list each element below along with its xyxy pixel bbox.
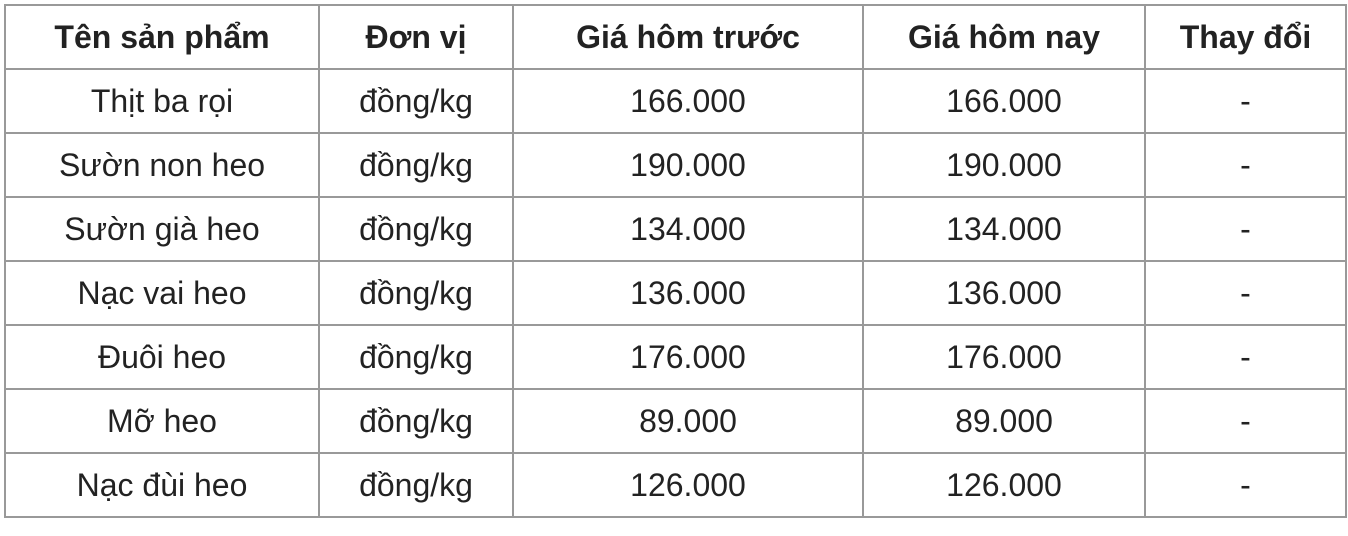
cell-change: - [1144, 324, 1347, 390]
cell-product-name: Mỡ heo [4, 388, 320, 454]
table-row: Sườn non heo đồng/kg 190.000 190.000- [4, 132, 1347, 198]
cell-previous-price: 126.000 [512, 452, 864, 518]
cell-change: - [1144, 68, 1347, 134]
cell-previous-price: 89.000 [512, 388, 864, 454]
cell-current-price: 190.000 [862, 132, 1146, 198]
cell-unit: đồng/kg [318, 388, 514, 454]
header-product-name: Tên sản phẩm [4, 4, 320, 70]
table-row: Thịt ba rọi đồng/kg 166.000 166.000- [4, 68, 1347, 134]
cell-previous-price: 166.000 [512, 68, 864, 134]
cell-product-name: Nạc đùi heo [4, 452, 320, 518]
header-current-price: Giá hôm nay [862, 4, 1146, 70]
cell-current-price: 134.000 [862, 196, 1146, 262]
cell-product-name: Sườn non heo [4, 132, 320, 198]
header-change: Thay đổi [1144, 4, 1347, 70]
cell-current-price: 89.000 [862, 388, 1146, 454]
price-table: Tên sản phẩm Đơn vị Giá hôm trước Giá hôm n… [4, 4, 1347, 518]
cell-product-name: Đuôi heo [4, 324, 320, 390]
cell-current-price: 136.000 [862, 260, 1146, 326]
cell-unit: đồng/kg [318, 68, 514, 134]
cell-previous-price: 176.000 [512, 324, 864, 390]
cell-change: - [1144, 388, 1347, 454]
cell-product-name: Sườn già heo [4, 196, 320, 262]
table-row: Nạc vai heo đồng/kg 136.000 136.000- [4, 260, 1347, 326]
cell-previous-price: 136.000 [512, 260, 864, 326]
header-unit: Đơn vị [318, 4, 514, 70]
cell-current-price: 166.000 [862, 68, 1146, 134]
cell-unit: đồng/kg [318, 260, 514, 326]
cell-previous-price: 134.000 [512, 196, 864, 262]
cell-unit: đồng/kg [318, 196, 514, 262]
cell-change: - [1144, 260, 1347, 326]
cell-previous-price: 190.000 [512, 132, 864, 198]
table-row: Sườn già heo đồng/kg 134.000 134.000- [4, 196, 1347, 262]
cell-unit: đồng/kg [318, 452, 514, 518]
table-row: Nạc đùi heo đồng/kg 126.000 126.000- [4, 452, 1347, 518]
table-row: Đuôi heo đồng/kg 176.000 176.000- [4, 324, 1347, 390]
cell-product-name: Thịt ba rọi [4, 68, 320, 134]
cell-current-price: 176.000 [862, 324, 1146, 390]
cell-change: - [1144, 196, 1347, 262]
cell-unit: đồng/kg [318, 132, 514, 198]
header-row: Tên sản phẩm Đơn vị Giá hôm trước Giá hôm n… [4, 4, 1347, 70]
cell-unit: đồng/kg [318, 324, 514, 390]
cell-product-name: Nạc vai heo [4, 260, 320, 326]
cell-current-price: 126.000 [862, 452, 1146, 518]
cell-change: - [1144, 452, 1347, 518]
table-row: Mỡ heo đồng/kg 89.000 89.000- [4, 388, 1347, 454]
cell-change: - [1144, 132, 1347, 198]
header-previous-price: Giá hôm trước [512, 4, 864, 70]
